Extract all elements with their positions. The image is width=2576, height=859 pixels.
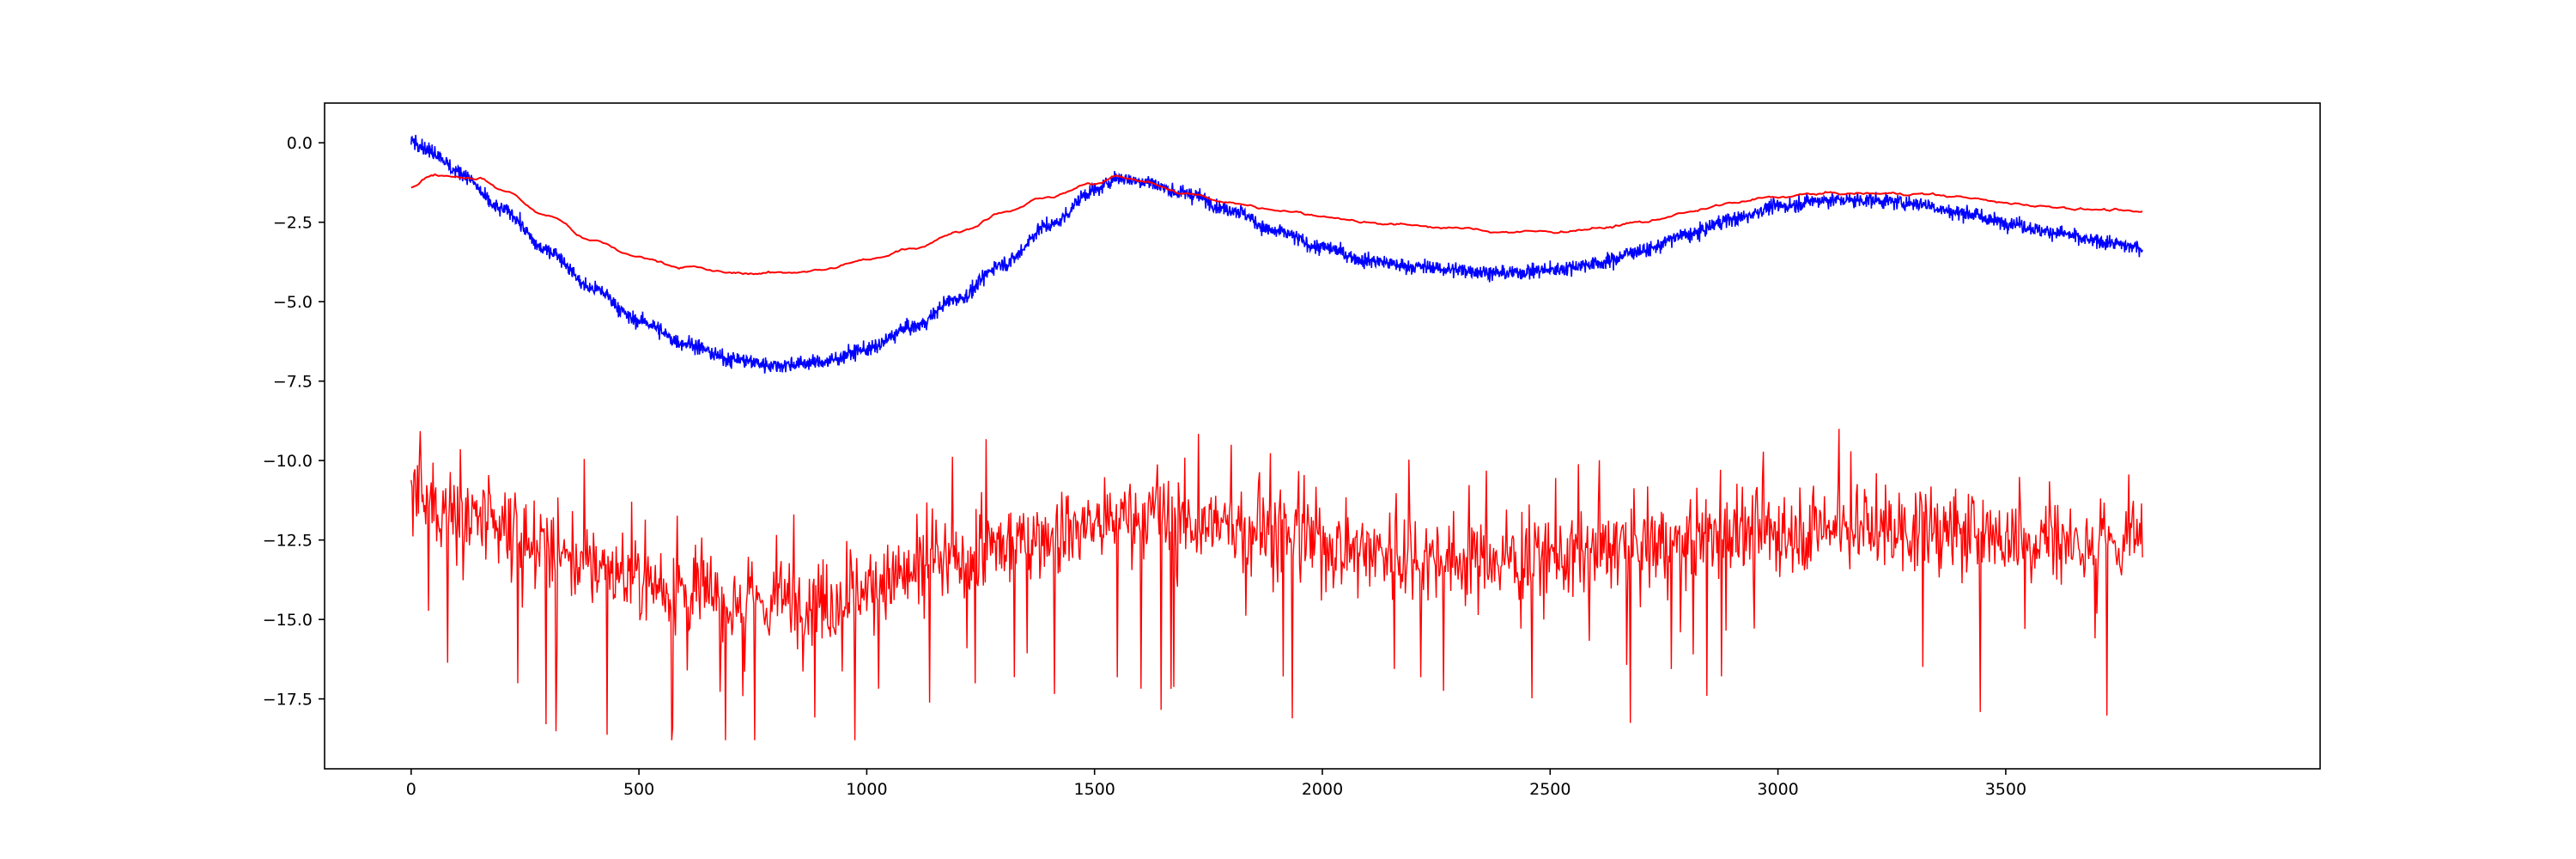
series-line-spiky-red (410, 429, 2143, 740)
y-tick-label: 0.0 (287, 134, 313, 153)
x-tick-label: 1000 (846, 780, 887, 799)
y-tick-label: −15.0 (263, 611, 313, 630)
y-tick-label: −10.0 (263, 452, 313, 471)
x-tick-label: 500 (623, 780, 654, 799)
y-tick-label: −7.5 (273, 373, 313, 392)
series-layer (410, 135, 2143, 740)
y-tick-label: −5.0 (273, 293, 313, 312)
y-tick-label: −2.5 (273, 214, 313, 233)
series-line-smooth-red (410, 173, 2143, 276)
x-tick-label: 2000 (1302, 780, 1343, 799)
x-axis: 0 500 1000 1500 2000 2500 3000 3500 (406, 769, 2026, 799)
y-axis: 0.0 −2.5 −5.0 −7.5 −10.0 −12.5 −15.0 −17.5 (263, 134, 325, 710)
x-tick-label: 0 (406, 780, 416, 799)
x-tick-label: 3500 (1985, 780, 2026, 799)
x-tick-label: 3000 (1757, 780, 1798, 799)
y-tick-label: −17.5 (263, 691, 313, 710)
series-line-noisy-blue (410, 135, 2143, 374)
x-tick-label: 1500 (1074, 780, 1115, 799)
x-tick-label: 2500 (1529, 780, 1571, 799)
y-tick-label: −12.5 (263, 532, 313, 551)
